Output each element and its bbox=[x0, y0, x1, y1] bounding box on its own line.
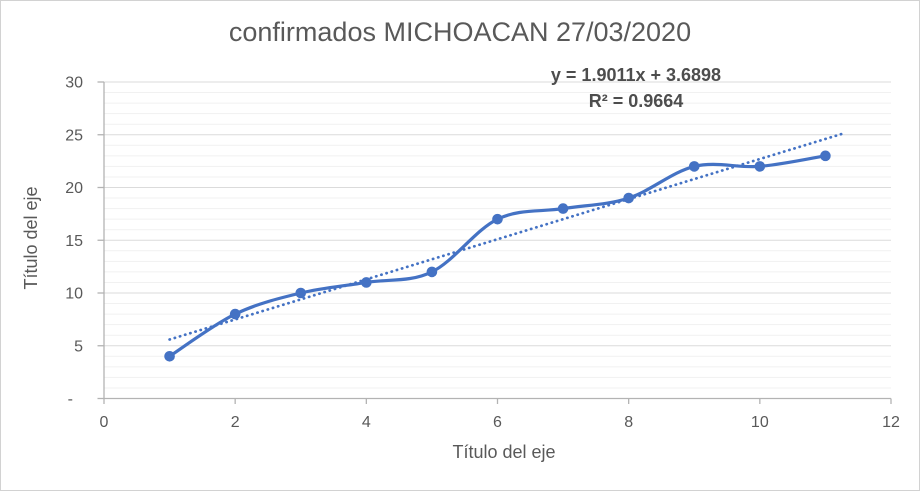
x-tick-label: 8 bbox=[624, 414, 633, 431]
y-tick-label: 10 bbox=[65, 286, 83, 303]
y-axis-title: Título del eje bbox=[21, 186, 41, 290]
y-tick-label: - bbox=[68, 391, 73, 408]
y-tick-label: 5 bbox=[74, 338, 83, 355]
trendline-r-squared: R² = 0.9664 bbox=[588, 90, 684, 111]
x-tick-label: 12 bbox=[882, 414, 900, 431]
x-tick-label: 10 bbox=[751, 414, 769, 431]
data-point-marker bbox=[229, 308, 241, 320]
data-point-marker bbox=[688, 161, 700, 172]
x-axis-title: Título del eje bbox=[452, 442, 556, 462]
trendline-label: y = 1.9011x + 3.6898 R² = 0.9664 bbox=[531, 63, 741, 114]
data-point-marker bbox=[361, 277, 372, 288]
y-tick-label: 25 bbox=[65, 127, 83, 144]
x-tick-label: 2 bbox=[231, 414, 240, 431]
y-tick-label: 30 bbox=[65, 75, 83, 92]
data-point-marker bbox=[754, 161, 766, 172]
x-tick-label: 0 bbox=[100, 414, 109, 431]
y-tick-label: 20 bbox=[65, 180, 83, 197]
data-point-marker bbox=[820, 150, 831, 162]
data-point-marker bbox=[557, 203, 569, 214]
x-tick-label: 6 bbox=[493, 414, 502, 431]
data-point-marker bbox=[623, 192, 634, 204]
x-tick-label: 4 bbox=[362, 414, 371, 431]
trendline bbox=[168, 132, 844, 341]
data-point-marker bbox=[426, 266, 438, 278]
data-point-marker bbox=[164, 351, 175, 362]
data-point-marker bbox=[295, 287, 307, 299]
series-line bbox=[168, 154, 827, 358]
trendline-equation: y = 1.9011x + 3.6898 bbox=[550, 65, 722, 85]
y-tick-label: 15 bbox=[65, 233, 83, 250]
data-point-marker bbox=[492, 213, 503, 225]
chart-title: confirmados MICHOACAN 27/03/2020 bbox=[228, 17, 692, 47]
